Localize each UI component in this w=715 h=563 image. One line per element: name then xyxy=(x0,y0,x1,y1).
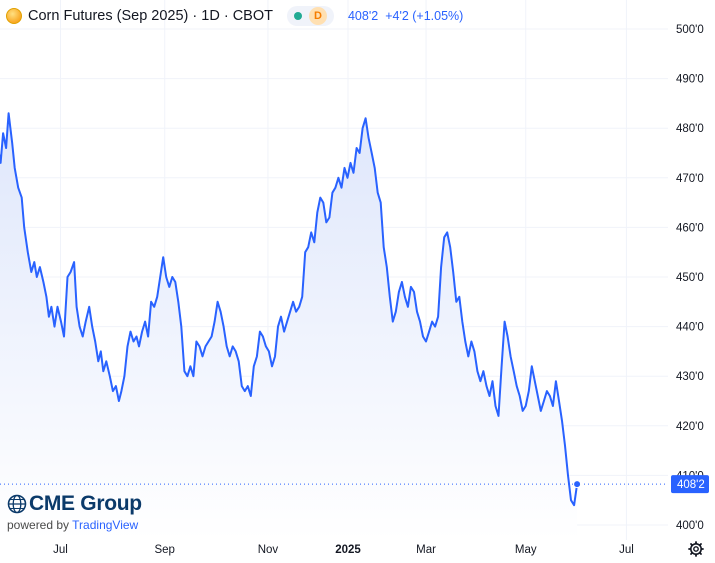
y-tick-label: 430'0 xyxy=(676,371,704,383)
y-tick-label: 480'0 xyxy=(676,123,704,135)
symbol-title[interactable]: Corn Futures (Sep 2025) · 1D · CBOT xyxy=(28,8,273,24)
price-change: +4'2 (+1.05%) xyxy=(385,9,464,23)
y-tick-label: 490'0 xyxy=(676,74,704,86)
x-axis[interactable]: Jul Sep Nov 2025 Mar May Jul xyxy=(53,544,634,556)
corn-coin-icon xyxy=(6,8,22,24)
x-tick-label: Jul xyxy=(619,544,634,556)
x-tick-label: Sep xyxy=(154,544,174,556)
powered-by-line: powered by TradingView xyxy=(7,518,142,532)
y-tick-label: 450'0 xyxy=(676,272,704,284)
y-tick-label: 400'0 xyxy=(676,520,704,532)
y-tick-label: 500'0 xyxy=(676,24,704,36)
price-area-fill xyxy=(0,113,578,540)
y-tick-label: 460'0 xyxy=(676,222,704,234)
y-axis[interactable]: 400'0410'0420'0430'0440'0450'0460'0470'0… xyxy=(676,24,704,532)
price-line-series xyxy=(0,112,579,507)
x-tick-label: Jul xyxy=(53,544,68,556)
chart-header: Corn Futures (Sep 2025) · 1D · CBOT D 40… xyxy=(6,5,463,27)
delayed-data-badge: D xyxy=(308,7,327,25)
cme-group-brand: CME Group xyxy=(7,492,142,516)
last-price-label: 408'2 xyxy=(671,475,709,494)
cme-group-text: CME Group xyxy=(29,492,142,515)
x-tick-label: May xyxy=(515,544,537,556)
y-tick-label: 470'0 xyxy=(676,173,704,185)
x-tick-label: 2025 xyxy=(335,544,361,556)
y-tick-label: 440'0 xyxy=(676,322,704,334)
x-tick-label: Nov xyxy=(258,544,279,556)
y-tick-label: 420'0 xyxy=(676,421,704,433)
powered-by-text: powered by xyxy=(7,518,70,532)
market-open-dot-icon xyxy=(293,12,302,20)
market-status-pill[interactable]: D xyxy=(286,6,334,26)
last-price-label-text: 408'2 xyxy=(677,479,705,491)
gear-icon[interactable] xyxy=(688,541,704,557)
cme-globe-icon xyxy=(7,494,27,514)
tradingview-link[interactable]: TradingView xyxy=(72,518,139,532)
x-tick-label: Mar xyxy=(416,544,436,556)
last-price-marker xyxy=(573,480,582,489)
last-price: 408'2 xyxy=(347,9,379,23)
cme-tradingview-logo[interactable]: CME Group powered by TradingView xyxy=(7,492,142,532)
